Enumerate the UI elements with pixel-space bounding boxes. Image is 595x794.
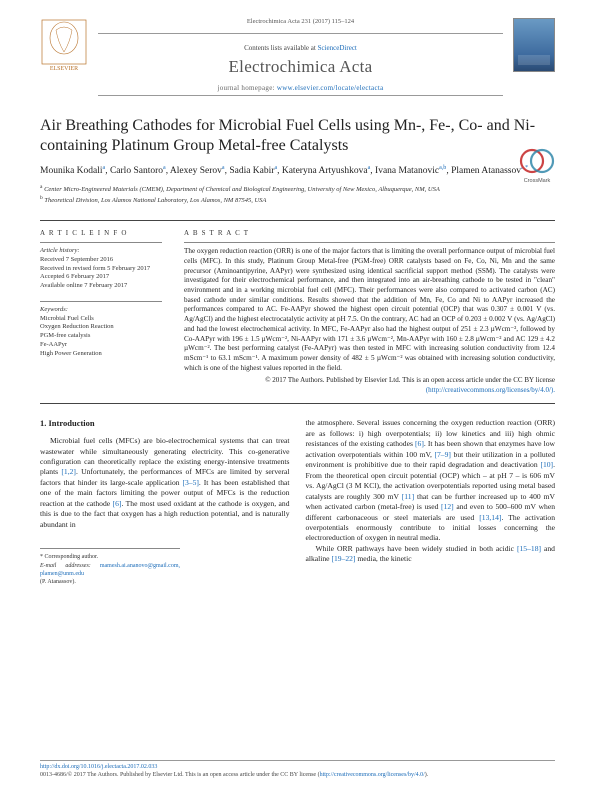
article-body: 1. Introduction Microbial fuel cells (MF… bbox=[0, 404, 595, 586]
corresponding-author: * Corresponding author. E-mail addresses… bbox=[40, 548, 180, 586]
body-para: Microbial fuel cells (MFCs) are bio-elec… bbox=[40, 436, 290, 530]
body-para: the atmosphere. Several issues concernin… bbox=[306, 418, 556, 544]
contents-available: Contents lists available at ScienceDirec… bbox=[98, 44, 503, 53]
citation: Electrochimica Acta 231 (2017) 115–124 bbox=[98, 18, 503, 26]
author-list: Mounika Kodalia, Carlo Santoroa, Alexey … bbox=[0, 162, 595, 184]
journal-title: Electrochimica Acta bbox=[98, 56, 503, 78]
homepage-link[interactable]: www.elsevier.com/locate/electacta bbox=[277, 84, 384, 92]
header-center: Electrochimica Acta 231 (2017) 115–124 C… bbox=[88, 18, 513, 96]
info-abstract-container: A R T I C L E I N F O Article history: R… bbox=[40, 220, 555, 404]
journal-cover-thumb bbox=[513, 18, 555, 72]
elsevier-logo: ELSEVIER bbox=[40, 18, 88, 72]
footer-license-link[interactable]: http://creativecommons.org/licenses/by/4… bbox=[320, 772, 425, 778]
body-col-right: the atmosphere. Several issues concernin… bbox=[306, 418, 556, 586]
section-heading: 1. Introduction bbox=[40, 418, 290, 430]
license-link[interactable]: (http://creativecommons.org/licenses/by/… bbox=[426, 386, 555, 394]
article-title: Air Breathing Cathodes for Microbial Fue… bbox=[0, 96, 595, 162]
abstract-head: A B S T R A C T bbox=[184, 229, 555, 238]
keywords: Keywords: Microbial Fuel CellsOxygen Red… bbox=[40, 306, 162, 359]
svg-text:CrossMark: CrossMark bbox=[524, 178, 551, 184]
page-footer: http://dx.doi.org/10.1016/j.electacta.20… bbox=[40, 760, 555, 780]
affiliations: a Center Micro-Engineered Materials (CME… bbox=[0, 184, 595, 214]
article-info-head: A R T I C L E I N F O bbox=[40, 229, 162, 238]
journal-homepage: journal homepage: www.elsevier.com/locat… bbox=[98, 84, 503, 93]
article-history: Article history: Received 7 September 20… bbox=[40, 247, 162, 291]
crossmark-badge[interactable]: CrossMark bbox=[519, 148, 555, 184]
doi-link[interactable]: http://dx.doi.org/10.1016/j.electacta.20… bbox=[40, 764, 157, 770]
journal-header: ELSEVIER Electrochimica Acta 231 (2017) … bbox=[0, 0, 595, 96]
svg-text:ELSEVIER: ELSEVIER bbox=[50, 66, 78, 72]
body-col-left: 1. Introduction Microbial fuel cells (MF… bbox=[40, 418, 290, 586]
sciencedirect-link[interactable]: ScienceDirect bbox=[318, 44, 357, 52]
abstract-copyright: © 2017 The Authors. Published by Elsevie… bbox=[184, 376, 555, 395]
abstract-text: The oxygen reduction reaction (ORR) is o… bbox=[184, 247, 555, 395]
body-para: While ORR pathways have been widely stud… bbox=[306, 544, 556, 565]
